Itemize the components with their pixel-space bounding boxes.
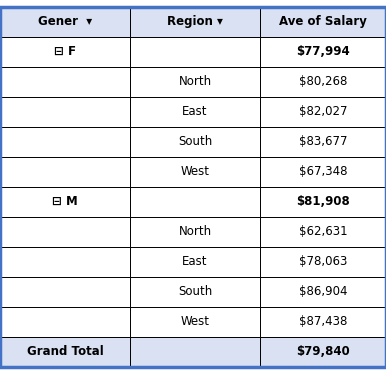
Text: $83,677: $83,677 [299,135,347,148]
Text: Grand Total: Grand Total [27,345,103,358]
Bar [130,216,260,247]
Bar [0,276,130,307]
Text: $81,908: $81,908 [296,195,350,208]
Bar [260,247,386,276]
Bar [0,336,130,367]
Text: West: West [181,315,210,328]
Bar [0,307,130,336]
Bar [260,216,386,247]
Bar [260,126,386,157]
Text: $80,268: $80,268 [299,75,347,88]
Bar [130,276,260,307]
Bar [260,307,386,336]
Text: Gener  ▾: Gener ▾ [38,15,92,28]
Bar [0,247,130,276]
Text: Ave of Salary: Ave of Salary [279,15,367,28]
Bar [130,6,260,37]
Text: $86,904: $86,904 [299,285,347,298]
Bar [0,157,130,186]
Text: $67,348: $67,348 [299,165,347,178]
Bar [260,37,386,66]
Text: $77,994: $77,994 [296,45,350,58]
Bar [130,307,260,336]
Bar [260,157,386,186]
Text: East: East [182,255,208,268]
Bar [130,336,260,367]
Bar [260,97,386,126]
Bar [130,66,260,97]
Bar [260,276,386,307]
Text: $78,063: $78,063 [299,255,347,268]
Text: South: South [178,285,212,298]
Bar [0,216,130,247]
Text: West: West [181,165,210,178]
Bar [130,126,260,157]
Bar [0,6,130,37]
Text: East: East [182,105,208,118]
Text: Region ▾: Region ▾ [167,15,223,28]
Text: North: North [178,75,212,88]
Text: North: North [178,225,212,238]
Text: ⊟ F: ⊟ F [54,45,76,58]
Text: $79,840: $79,840 [296,345,350,358]
Bar [130,157,260,186]
Text: $82,027: $82,027 [299,105,347,118]
Bar [130,247,260,276]
Text: $62,631: $62,631 [299,225,347,238]
Text: $87,438: $87,438 [299,315,347,328]
Bar [0,186,130,216]
Bar [0,37,130,66]
Bar [260,6,386,37]
Bar [0,66,130,97]
Bar [130,97,260,126]
Bar [260,336,386,367]
Bar [0,126,130,157]
Bar [130,186,260,216]
Text: ⊟ M: ⊟ M [52,195,78,208]
Bar [130,37,260,66]
Text: South: South [178,135,212,148]
Bar [260,186,386,216]
Bar [0,97,130,126]
Bar [260,66,386,97]
